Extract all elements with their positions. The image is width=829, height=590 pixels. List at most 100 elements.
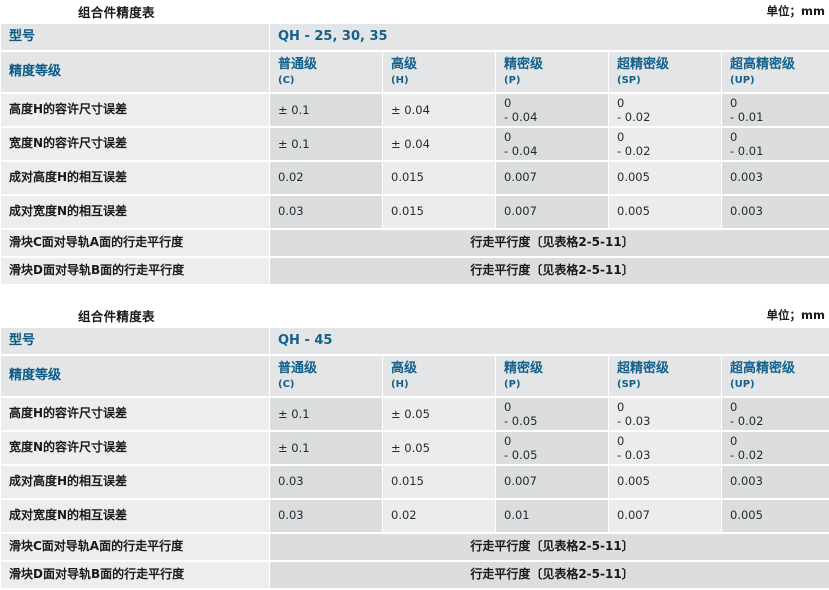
tol-lower: - 0.02	[617, 110, 651, 124]
precision-table-qh253035: 型号 QH - 25, 30, 35 精度等级 普通级 (C) 高级 (H) 精…	[0, 22, 829, 286]
table-cell: 0 - 0.03	[609, 432, 721, 464]
table-cell: 0 - 0.02	[609, 128, 721, 160]
tol-lower: - 0.01	[730, 110, 764, 124]
precision-table-qh45: 型号 QH - 45 精度等级 普通级 (C) 高级 (H) 精密级 (P)	[0, 326, 829, 590]
table-cell: ± 0.1	[270, 398, 382, 430]
tol-upper: 0	[730, 95, 738, 110]
row-label: 宽度N的容许尺寸误差	[1, 432, 269, 464]
table-cell: 0 - 0.04	[496, 94, 608, 126]
grade-column-header: 超精密级 (SP)	[609, 356, 721, 396]
table-row: 滑块C面对导轨A面的行走平行度 行走平行度〔见表格2-5-11〕	[1, 230, 829, 256]
merged-note-cell: 行走平行度〔见表格2-5-11〕	[270, 562, 829, 588]
table-cell: 0.007	[496, 466, 608, 498]
table-cell: 0 - 0.02	[722, 398, 829, 430]
unit-note: 单位；mm	[766, 308, 825, 322]
unit-note: 单位；mm	[766, 4, 825, 18]
table-row: 精度等级 普通级 (C) 高级 (H) 精密级 (P) 超精密级 (SP)	[1, 356, 829, 396]
tol-upper: 0	[504, 399, 512, 414]
table-cell: 0 - 0.01	[722, 94, 829, 126]
table-cell: 0.005	[609, 466, 721, 498]
table-gap	[0, 286, 829, 304]
table-row: 成对宽度N的相互误差 0.03 0.015 0.007 0.005 0.003	[1, 196, 829, 228]
table-cell: 0.003	[722, 162, 829, 194]
grade-column-header: 普通级 (C)	[270, 52, 382, 92]
tol-upper: ± 0.1	[278, 136, 310, 151]
table-cell: 0 - 0.02	[722, 432, 829, 464]
tol-upper: ± 0.1	[278, 440, 310, 455]
table-row: 型号 QH - 25, 30, 35	[1, 24, 829, 50]
table-cell: 0.02	[383, 500, 495, 532]
grade-name: 超精密级	[617, 361, 670, 376]
grade-name: 精密级	[504, 361, 544, 376]
table-cell: 0.015	[383, 466, 495, 498]
table-cell: 0.005	[722, 500, 829, 532]
table-caption-row-1: 组合件精度表 单位；mm	[0, 0, 829, 22]
merged-note-cell: 行走平行度〔见表格2-5-11〕	[270, 258, 829, 284]
table-cell: 0.02	[270, 162, 382, 194]
tol-upper: ± 0.05	[391, 440, 430, 455]
table-cell: 0.005	[609, 196, 721, 228]
merged-note-cell: 行走平行度〔见表格2-5-11〕	[270, 534, 829, 560]
table-row: 高度H的容许尺寸误差 ± 0.1 ± 0.04 0 - 0.04 0 - 0.0…	[1, 94, 829, 126]
tol-upper: 0	[617, 95, 625, 110]
tol-lower: - 0.04	[504, 144, 538, 158]
table-cell: 0.015	[383, 196, 495, 228]
grade-code: (P)	[504, 378, 521, 390]
table-cell: 0.03	[270, 500, 382, 532]
tol-upper: 0	[730, 433, 738, 448]
tol-upper: 0	[504, 95, 512, 110]
model-label: 型号	[1, 328, 269, 354]
row-label: 成对宽度N的相互误差	[1, 196, 269, 228]
tol-upper: ± 0.04	[391, 136, 430, 151]
tol-upper: 0	[617, 399, 625, 414]
table-row: 滑块C面对导轨A面的行走平行度 行走平行度〔见表格2-5-11〕	[1, 534, 829, 560]
grade-column-header: 超精密级 (SP)	[609, 52, 721, 92]
table-cell: 0.007	[609, 500, 721, 532]
grade-code: (C)	[278, 74, 295, 86]
table-cell: ± 0.05	[383, 432, 495, 464]
row-label: 宽度N的容许尺寸误差	[1, 128, 269, 160]
table-cell: ± 0.1	[270, 94, 382, 126]
grade-column-header: 精密级 (P)	[496, 356, 608, 396]
row-label: 成对高度H的相互误差	[1, 466, 269, 498]
row-label: 滑块C面对导轨A面的行走平行度	[1, 230, 269, 256]
table-row: 成对宽度N的相互误差 0.03 0.02 0.01 0.007 0.005	[1, 500, 829, 532]
table-cell: 0 - 0.05	[496, 432, 608, 464]
table-row: 成对高度H的相互误差 0.02 0.015 0.007 0.005 0.003	[1, 162, 829, 194]
table-row: 滑块D面对导轨B面的行走平行度 行走平行度〔见表格2-5-11〕	[1, 562, 829, 588]
grade-column-header: 超高精密级 (UP)	[722, 356, 829, 396]
tol-lower: - 0.02	[617, 144, 651, 158]
table-cell: 0.003	[722, 466, 829, 498]
grade-label: 精度等级	[1, 52, 269, 92]
grade-name: 精密级	[504, 57, 544, 72]
grade-code: (SP)	[617, 74, 641, 86]
table-cell: 0.03	[270, 196, 382, 228]
table-cell: 0.003	[722, 196, 829, 228]
tol-lower: - 0.03	[617, 448, 651, 462]
model-value: QH - 25, 30, 35	[270, 24, 829, 50]
grade-name: 普通级	[278, 361, 318, 376]
table-cell: 0 - 0.05	[496, 398, 608, 430]
tol-upper: 0	[504, 433, 512, 448]
table-cell: ± 0.05	[383, 398, 495, 430]
table-cell: 0.03	[270, 466, 382, 498]
grade-column-header: 超高精密级 (UP)	[722, 52, 829, 92]
table-row: 型号 QH - 45	[1, 328, 829, 354]
row-label: 成对高度H的相互误差	[1, 162, 269, 194]
grade-code: (P)	[504, 74, 521, 86]
tol-lower: - 0.02	[730, 414, 764, 428]
table-caption-row-2: 组合件精度表 单位；mm	[0, 304, 829, 326]
grade-column-header: 高级 (H)	[383, 356, 495, 396]
grade-column-header: 高级 (H)	[383, 52, 495, 92]
table-cell: ± 0.04	[383, 94, 495, 126]
tol-lower: - 0.05	[504, 414, 538, 428]
table-row: 成对高度H的相互误差 0.03 0.015 0.007 0.005 0.003	[1, 466, 829, 498]
table-cell: ± 0.1	[270, 432, 382, 464]
tol-upper: ± 0.04	[391, 102, 430, 117]
grade-code: (H)	[391, 74, 409, 86]
row-label: 滑块C面对导轨A面的行走平行度	[1, 534, 269, 560]
table-row: 宽度N的容许尺寸误差 ± 0.1 ± 0.05 0 - 0.05 0 - 0.0…	[1, 432, 829, 464]
grade-name: 高级	[391, 57, 418, 72]
tol-upper: ± 0.1	[278, 406, 310, 421]
